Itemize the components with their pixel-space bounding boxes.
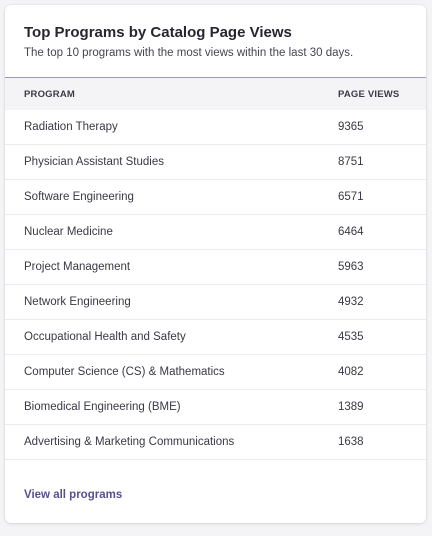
column-header-program: PROGRAM	[24, 88, 76, 100]
column-header-page-views: PAGE VIEWS	[338, 88, 400, 100]
page-views-count: 8751	[338, 144, 426, 180]
table-row: Nuclear Medicine 6464	[5, 214, 426, 250]
page-views-count: 1389	[338, 389, 426, 425]
program-name: Nuclear Medicine	[5, 214, 338, 250]
page-views-count: 1638	[338, 424, 426, 460]
page-views-count: 9365	[338, 110, 426, 145]
view-all-programs-link[interactable]: View all programs	[24, 489, 123, 501]
page-views-count: 5963	[338, 249, 426, 285]
top-programs-card: Top Programs by Catalog Page Views The t…	[5, 5, 426, 523]
table-header: PROGRAM PAGE VIEWS	[5, 78, 426, 110]
table-body: Radiation Therapy 9365 Physician Assista…	[5, 110, 426, 460]
program-name: Occupational Health and Safety	[5, 319, 338, 355]
page-views-count: 6464	[338, 214, 426, 250]
card-header: Top Programs by Catalog Page Views The t…	[5, 5, 426, 78]
table-row: Occupational Health and Safety 4535	[5, 319, 426, 355]
program-name: Network Engineering	[5, 284, 338, 320]
program-name: Project Management	[5, 249, 338, 285]
page-views-count: 4535	[338, 319, 426, 355]
program-name: Biomedical Engineering (BME)	[5, 389, 338, 425]
card-subtitle: The top 10 programs with the most views …	[24, 47, 354, 59]
table-row: Physician Assistant Studies 8751	[5, 144, 426, 180]
table-row: Computer Science (CS) & Mathematics 4082	[5, 354, 426, 390]
card-title: Top Programs by Catalog Page Views	[24, 24, 292, 41]
program-name: Software Engineering	[5, 179, 338, 215]
program-name: Physician Assistant Studies	[5, 144, 338, 180]
page-views-count: 6571	[338, 179, 426, 215]
table-row: Network Engineering 4932	[5, 284, 426, 320]
table-row: Biomedical Engineering (BME) 1389	[5, 389, 426, 425]
program-name: Advertising & Marketing Communications	[5, 424, 338, 460]
table-row: Advertising & Marketing Communications 1…	[5, 424, 426, 460]
table-row: Project Management 5963	[5, 249, 426, 285]
program-name: Computer Science (CS) & Mathematics	[5, 354, 338, 390]
table-header-row: PROGRAM PAGE VIEWS	[5, 78, 426, 110]
page-views-count: 4082	[338, 354, 426, 390]
program-name: Radiation Therapy	[5, 110, 338, 145]
card-footer: View all programs	[5, 460, 426, 503]
table-row: Software Engineering 6571	[5, 179, 426, 215]
table-row: Radiation Therapy 9365	[5, 110, 426, 145]
programs-table: PROGRAM PAGE VIEWS Radiation Therapy 936…	[5, 78, 426, 460]
page-views-count: 4932	[338, 284, 426, 320]
